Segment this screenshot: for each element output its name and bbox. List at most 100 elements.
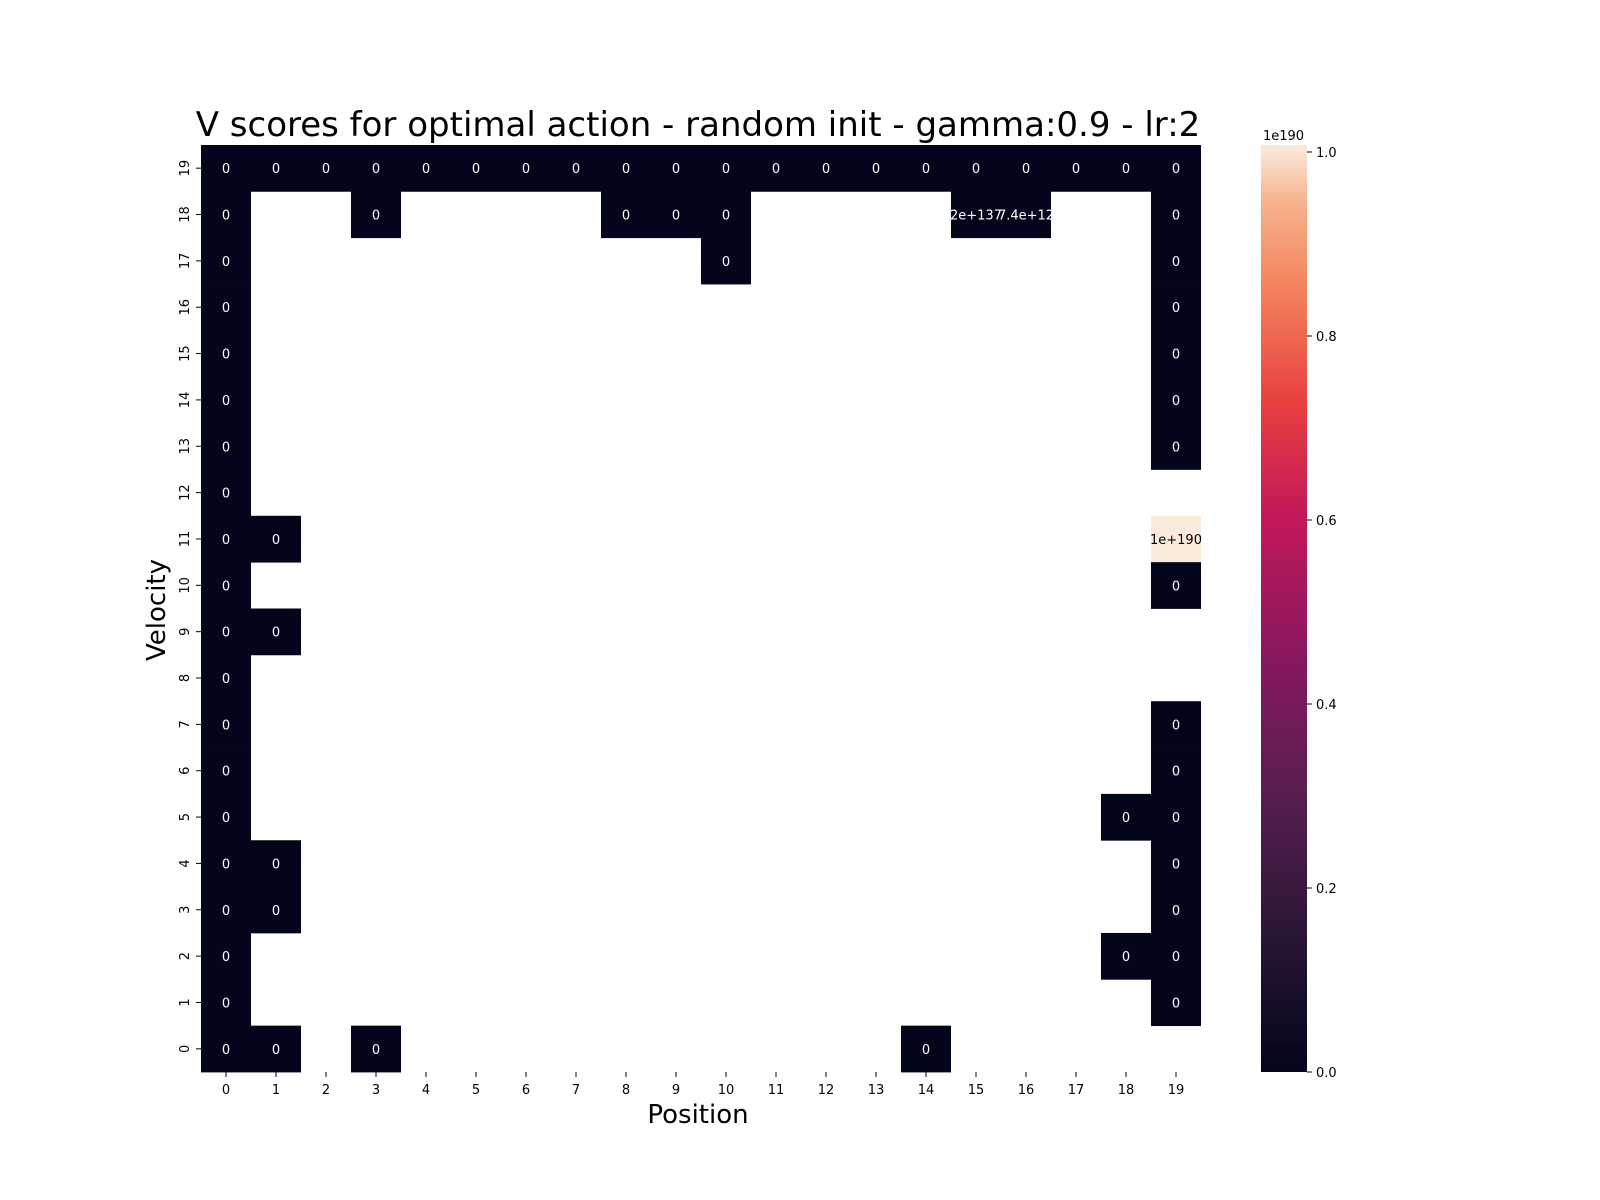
heatmap-cell-label: 0 xyxy=(322,162,330,177)
heatmap-cell xyxy=(751,145,801,192)
heatmap-cell-label: 0 xyxy=(822,162,830,177)
y-tick-label: 10 xyxy=(178,577,193,594)
heatmap-cell-label: 0 xyxy=(222,301,230,316)
heatmap-cell-label: 0 xyxy=(222,672,230,687)
heatmap-cell xyxy=(1151,191,1201,239)
x-tick-label: 3 xyxy=(372,1083,380,1098)
heatmap-cell xyxy=(201,932,251,980)
heatmap-cell xyxy=(251,1025,301,1073)
y-tick-label: 13 xyxy=(178,438,193,455)
heatmap-cell-label: 0 xyxy=(1122,950,1130,965)
heatmap-cell-label: 0 xyxy=(222,857,230,872)
heatmap-cell xyxy=(201,284,251,331)
colorbar-tick-label: 0.8 xyxy=(1316,330,1337,345)
heatmap-cell-label: 0 xyxy=(622,209,630,224)
x-tick-label: 16 xyxy=(1018,1083,1035,1098)
heatmap-cell xyxy=(351,1025,401,1073)
y-tick-label: 11 xyxy=(178,531,193,548)
heatmap-cell xyxy=(1001,191,1051,239)
heatmap-cell-label: 0 xyxy=(622,162,630,177)
heatmap-cell xyxy=(201,376,251,424)
heatmap-cell-label: 0 xyxy=(672,209,680,224)
y-tick-label: 4 xyxy=(178,859,193,867)
y-tick-label: 15 xyxy=(178,345,193,362)
y-tick-label: 7 xyxy=(178,720,193,728)
heatmap-cell xyxy=(201,793,251,841)
y-tick-label: 6 xyxy=(178,767,193,775)
heatmap-cell-label: 0 xyxy=(222,487,230,502)
heatmap-cell-label: 0 xyxy=(922,162,930,177)
heatmap-cell xyxy=(1151,979,1201,1027)
heatmap-cell-label: 7.4e+12 xyxy=(998,209,1054,224)
heatmap-cell xyxy=(201,886,251,934)
heatmap-cell-label: 0 xyxy=(422,162,430,177)
heatmap-cell-label: 0 xyxy=(672,162,680,177)
chart-title: V scores for optimal action - random ini… xyxy=(196,105,1201,145)
heatmap-cell xyxy=(1151,886,1201,934)
x-tick-label: 15 xyxy=(968,1083,985,1098)
y-tick-label: 3 xyxy=(178,906,193,914)
heatmap-cell xyxy=(501,145,551,192)
heatmap-cell xyxy=(201,840,251,887)
heatmap-cell-label: 0 xyxy=(222,209,230,224)
colorbar: 1e190 0.0 0.2 0.4 0.6 0.8 1.0 xyxy=(1261,129,1337,1081)
heatmap-cell-label: 0 xyxy=(1172,301,1180,316)
y-tick-label: 8 xyxy=(178,674,193,682)
heatmap-cell xyxy=(201,654,251,702)
heatmap-cell-label: 0 xyxy=(1172,857,1180,872)
heatmap-cell xyxy=(351,191,401,239)
heatmap-cell xyxy=(201,237,251,285)
heatmap-cell xyxy=(851,145,901,192)
heatmap-cell xyxy=(1151,793,1201,841)
x-tick-label: 0 xyxy=(222,1083,230,1098)
heatmap-cell-label: 0 xyxy=(1172,811,1180,826)
y-tick-label: 16 xyxy=(178,299,193,316)
x-tick-label: 2 xyxy=(322,1083,330,1098)
heatmap-cell xyxy=(201,191,251,239)
heatmap-cell xyxy=(651,145,701,192)
heatmap-cell xyxy=(1151,840,1201,887)
heatmap-cell-label: 0 xyxy=(1122,162,1130,177)
heatmap-cell-label: 0 xyxy=(722,209,730,224)
heatmap-cell-label: 0 xyxy=(272,1043,280,1058)
heatmap-cell-label: 0 xyxy=(922,1043,930,1058)
heatmap-cell xyxy=(451,145,501,192)
colorbar-tick-label: 0.6 xyxy=(1316,514,1337,529)
colorbar-gradient xyxy=(1261,145,1307,1072)
heatmap-cell xyxy=(701,191,751,239)
heatmap-cell-label: 0 xyxy=(372,209,380,224)
heatmap-cell xyxy=(601,191,651,239)
heatmap-cell-label: 0 xyxy=(1072,162,1080,177)
y-tick-label: 14 xyxy=(178,392,193,409)
heatmap-cell-label: 0 xyxy=(722,162,730,177)
x-tick-label: 11 xyxy=(768,1083,785,1098)
heatmap-cell xyxy=(251,608,301,656)
heatmap-cell xyxy=(201,562,251,609)
heatmap-cell xyxy=(1051,145,1101,192)
y-tick-label: 2 xyxy=(178,952,193,960)
heatmap-cell xyxy=(1151,701,1201,748)
heatmap-cell-label: 0 xyxy=(872,162,880,177)
x-tick-label: 19 xyxy=(1168,1083,1185,1098)
x-axis-ticks: 0 1 2 3 4 5 6 7 8 9 10 11 12 13 14 15 16 17 18 19 xyxy=(222,1072,1184,1098)
heatmap-cell xyxy=(1151,932,1201,980)
colorbar-tick-label: 1.0 xyxy=(1316,146,1337,161)
heatmap-cell-label: 0 xyxy=(1122,811,1130,826)
heatmap-cell xyxy=(201,701,251,748)
heatmap-cell-label: 0 xyxy=(272,162,280,177)
heatmap-cell-label: 0 xyxy=(222,904,230,919)
x-tick-label: 1 xyxy=(272,1083,280,1098)
heatmap-cell-label: 0 xyxy=(772,162,780,177)
heatmap-cell-label: 0 xyxy=(272,626,280,641)
heatmap-cell xyxy=(1101,932,1151,980)
heatmap-cell-label: 0 xyxy=(522,162,530,177)
heatmap-cell-label: 0 xyxy=(1172,718,1180,733)
colorbar-scale-label: 1e190 xyxy=(1263,129,1304,144)
y-tick-label: 5 xyxy=(178,813,193,821)
y-tick-label: 19 xyxy=(178,160,193,177)
heatmap-cell xyxy=(1151,284,1201,331)
heatmap-cell-label: 0 xyxy=(272,857,280,872)
heatmap-cell xyxy=(951,191,1001,239)
